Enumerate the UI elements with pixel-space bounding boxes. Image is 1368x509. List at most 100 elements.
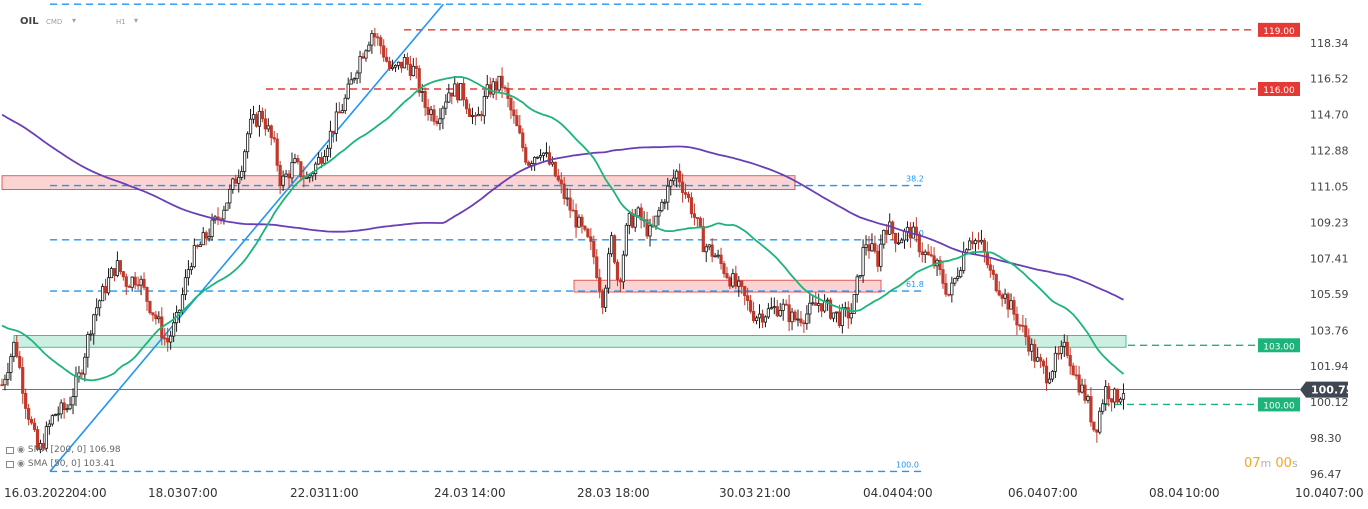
candle-body	[512, 109, 516, 117]
candle-body	[970, 240, 975, 245]
legend-value: 103.41	[83, 459, 115, 469]
timeframe-selector[interactable]: H1	[116, 18, 126, 26]
candle-body	[1030, 343, 1034, 352]
eye-icon[interactable]: ◉	[17, 445, 25, 455]
y-tick-label: 101.94	[1310, 360, 1349, 373]
candle-body	[538, 155, 543, 158]
candle-body	[894, 233, 898, 244]
x-tick-label: 07:00	[183, 486, 218, 500]
x-tick-label: 16.03.2022	[4, 486, 73, 500]
candle-body	[1000, 294, 1004, 299]
candle-body	[228, 188, 232, 204]
candle-body	[1101, 403, 1105, 412]
sma200-line	[1, 113, 1124, 301]
candle-body	[269, 125, 273, 138]
candle-body	[121, 271, 125, 278]
x-tick-label: 14:00	[471, 486, 506, 500]
candle-body	[820, 303, 824, 312]
candle-body	[686, 193, 691, 199]
candle-body	[1074, 374, 1078, 377]
candle-body	[210, 219, 214, 237]
chart-type-selector[interactable]: CMD	[46, 18, 63, 26]
candle-body	[263, 118, 267, 130]
candle-body	[151, 312, 155, 316]
candle-body	[772, 306, 776, 309]
timer-minutes-unit: m	[1260, 457, 1272, 470]
candle-body	[855, 276, 859, 295]
candle-body	[198, 244, 202, 248]
candle-body	[266, 125, 270, 130]
y-tick-label: 103.76	[1310, 324, 1349, 337]
candle-body	[435, 120, 439, 124]
candle-body	[118, 260, 122, 273]
symbol-label[interactable]: OIL	[20, 16, 39, 27]
candle-body	[725, 273, 729, 279]
settings-icon[interactable]	[6, 460, 14, 468]
candle-body	[6, 372, 10, 380]
candle-body	[311, 173, 315, 177]
candle-body	[18, 355, 22, 368]
candle-body	[112, 268, 117, 276]
candle-body	[305, 176, 309, 179]
candle-body	[976, 240, 981, 243]
candle-body	[192, 245, 196, 268]
indicator-legend-sma50[interactable]: ◉ SMA [50, 0] 103.41	[6, 459, 115, 469]
candle-body	[716, 254, 720, 257]
candle-body	[731, 273, 735, 287]
candle-body	[583, 225, 587, 230]
candle-body	[754, 317, 759, 322]
candle-body	[27, 408, 31, 420]
candle-body	[207, 236, 211, 239]
candle-body	[1115, 388, 1120, 403]
candle-body	[604, 287, 608, 308]
candle-body	[672, 177, 676, 182]
candle-body	[941, 269, 945, 284]
candle-body	[639, 207, 643, 221]
fib-level-label: 0.0	[906, 0, 919, 2]
x-tick-label: 10:00	[1185, 486, 1220, 500]
sma50-line	[1, 75, 1125, 382]
candle-body	[74, 376, 78, 398]
candle-body	[281, 175, 285, 186]
candle-body	[787, 304, 791, 323]
candle-body	[769, 307, 773, 310]
candle-body	[1041, 360, 1046, 367]
candle-body	[166, 337, 170, 343]
candle-body	[355, 72, 359, 80]
candle-body	[379, 37, 383, 47]
candle-body	[704, 246, 708, 253]
candle-body	[1039, 357, 1043, 362]
candle-body	[447, 92, 451, 103]
candle-body	[968, 240, 972, 251]
candle-countdown: 07m 00s	[1244, 456, 1298, 471]
candle-body	[873, 243, 877, 252]
candle-body	[571, 209, 575, 212]
candle-body	[678, 170, 682, 183]
x-tick-label: 30.03	[719, 486, 753, 500]
candle-body	[169, 335, 173, 343]
candle-body	[595, 256, 599, 279]
eye-icon[interactable]: ◉	[17, 459, 25, 469]
candle-body	[793, 311, 797, 321]
candle-body	[515, 115, 519, 127]
candle-body	[183, 277, 188, 296]
timer-minutes: 07	[1244, 456, 1261, 471]
candle-body	[92, 314, 96, 335]
candle-body	[59, 402, 63, 415]
indicator-legend-sma200[interactable]: ◉ SMA [200, 0] 106.98	[6, 445, 121, 455]
candle-body	[825, 299, 830, 302]
settings-icon[interactable]	[6, 446, 14, 454]
candle-body	[799, 318, 803, 324]
candle-body	[1050, 370, 1055, 380]
candle-body	[195, 245, 199, 248]
candle-body	[1112, 388, 1117, 403]
candle-body	[243, 151, 247, 172]
y-tick-label: 112.88	[1310, 145, 1349, 158]
candle-body	[275, 138, 279, 166]
candle-body	[905, 226, 910, 232]
chevron-down-icon[interactable]: ▾	[134, 16, 139, 25]
candle-body	[781, 303, 785, 311]
chevron-down-icon[interactable]: ▾	[72, 16, 77, 25]
